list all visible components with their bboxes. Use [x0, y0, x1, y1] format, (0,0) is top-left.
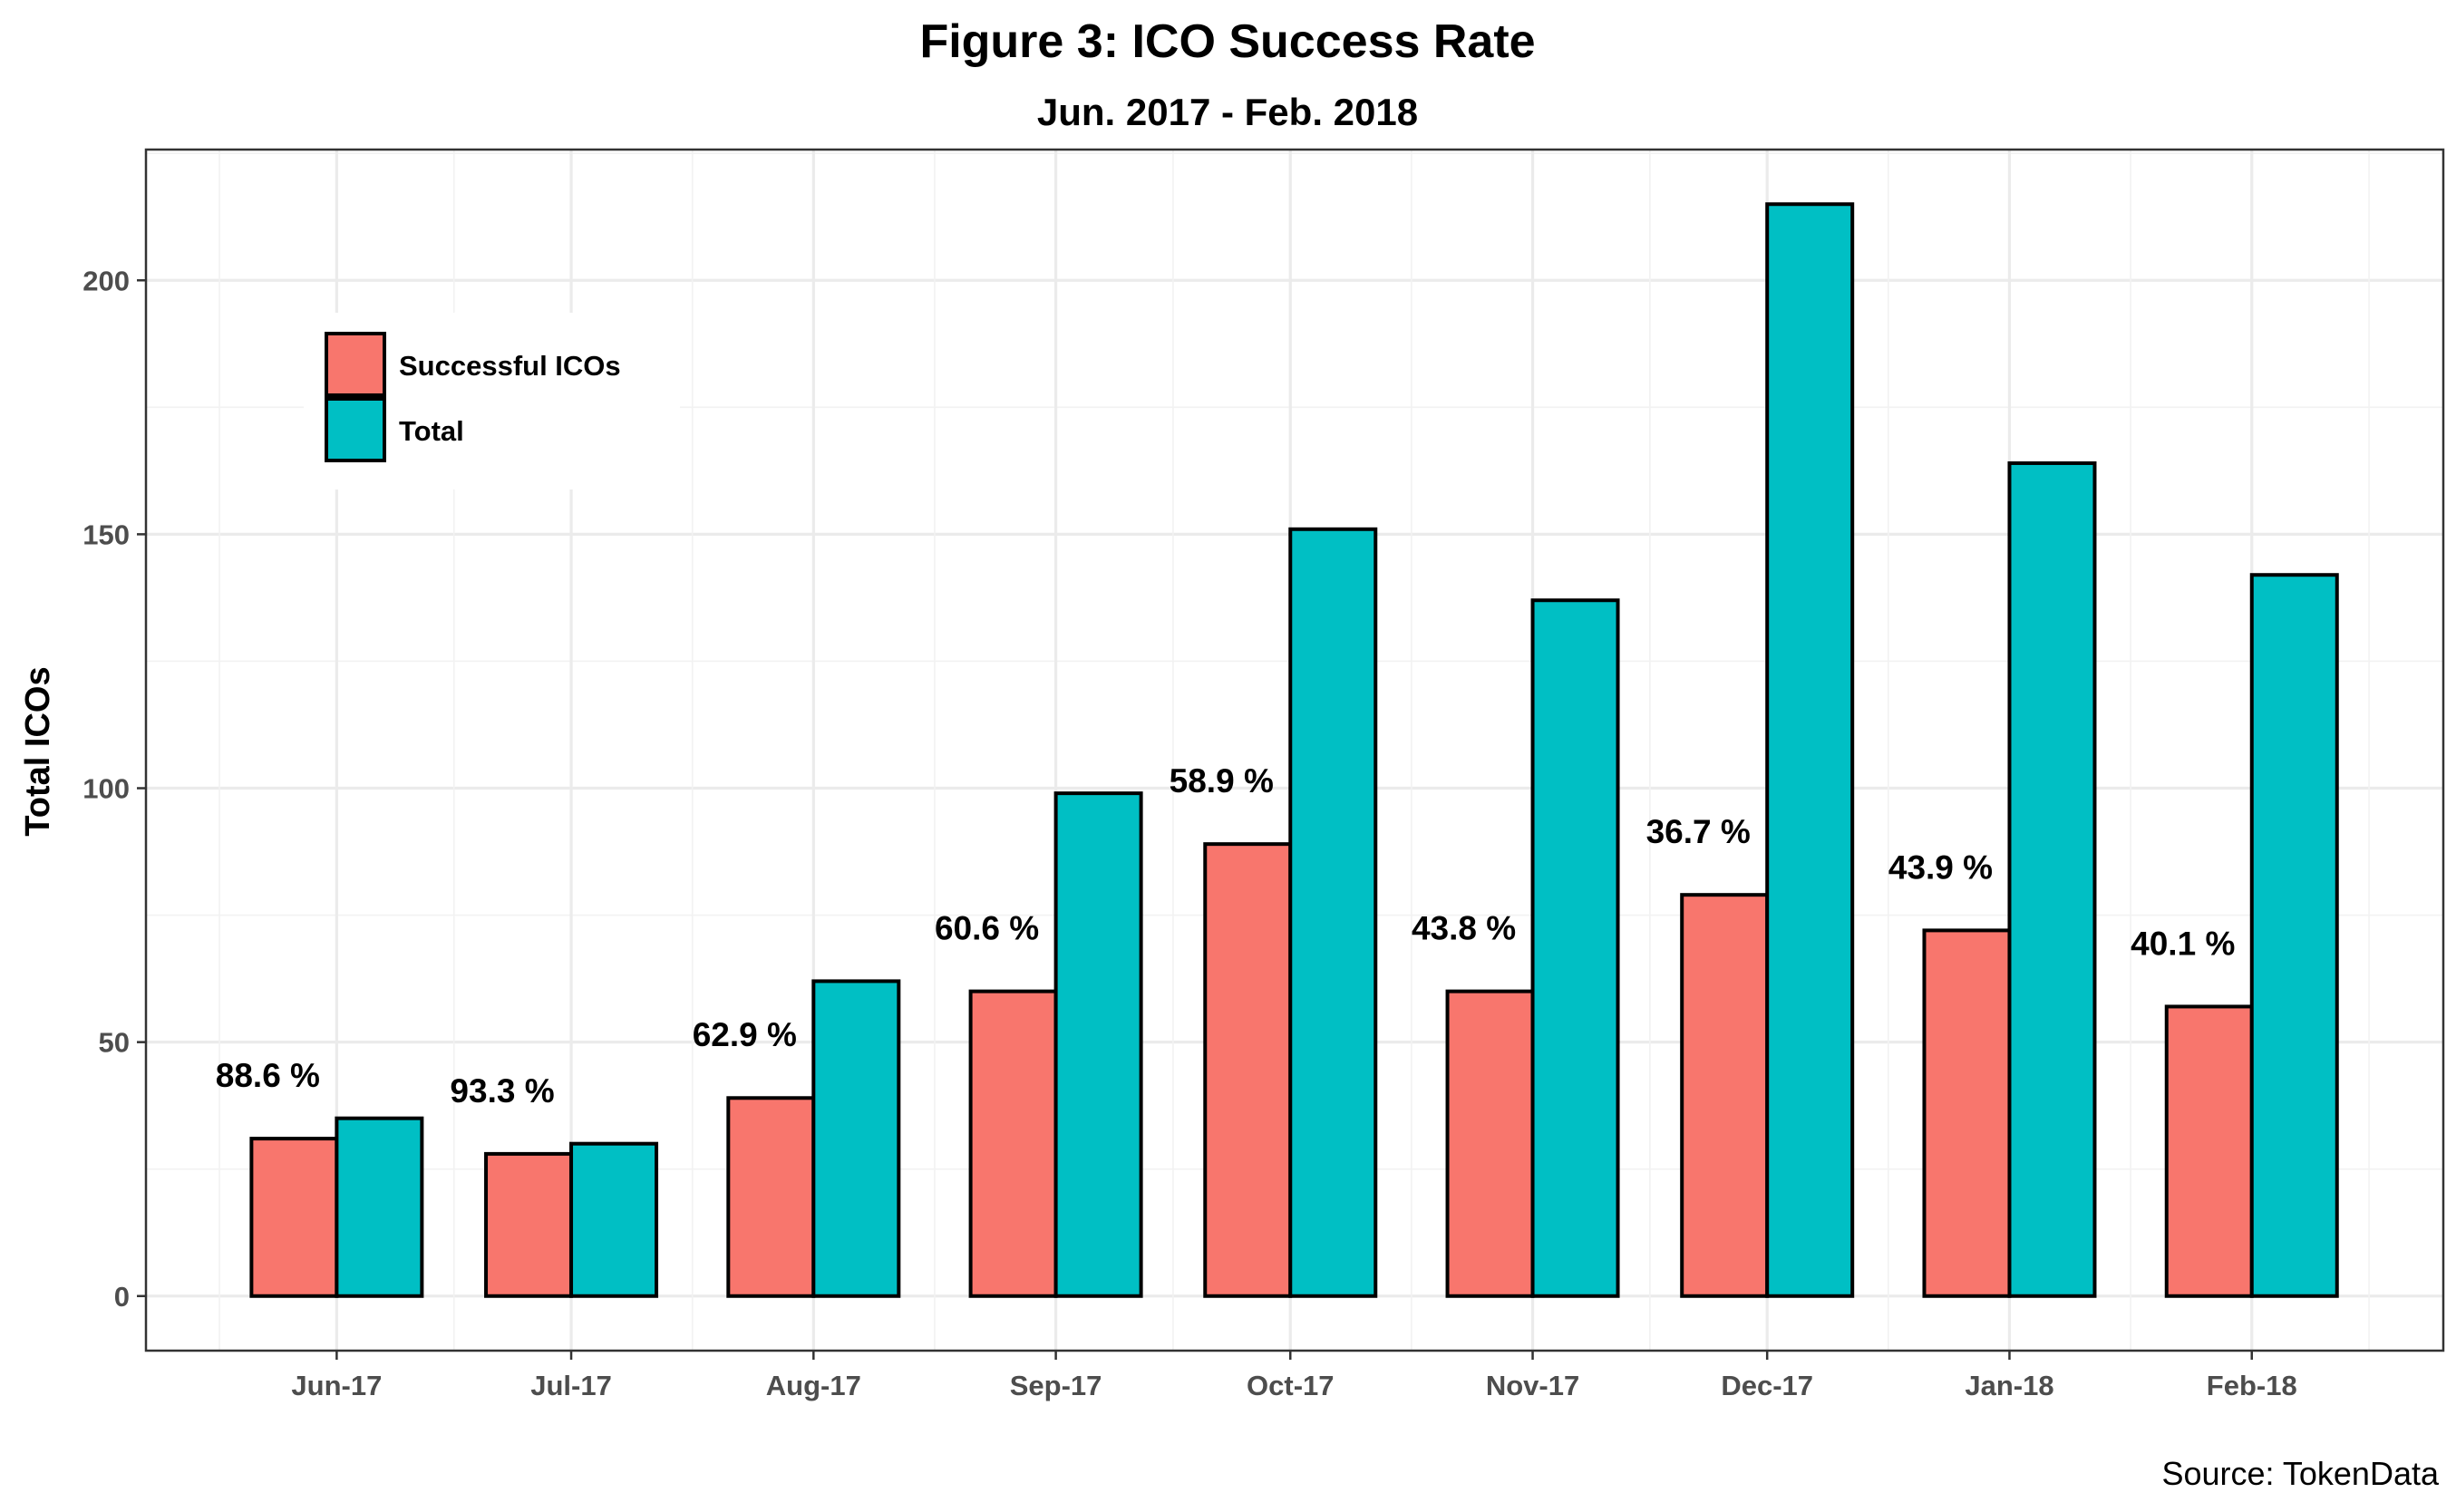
- data-label-success-rate: 60.6 %: [935, 910, 1039, 947]
- bar-successful-icos: [1203, 842, 1293, 1298]
- y-tick-label: 50: [99, 1027, 130, 1059]
- bar-total: [2007, 460, 2097, 1298]
- x-tick-label: Sep-17: [1010, 1370, 1102, 1401]
- bar-total: [1530, 598, 1620, 1298]
- bar-total: [335, 1116, 424, 1298]
- bar-successful-icos: [1680, 893, 1770, 1298]
- plot-panel-border: [144, 148, 2445, 1352]
- source-caption: Source: TokenData: [2161, 1455, 2440, 1492]
- x-tick-label: Oct-17: [1247, 1370, 1334, 1401]
- y-axis-title: Total ICOs: [19, 666, 57, 836]
- bar-successful-icos: [1445, 989, 1535, 1298]
- bar-successful-icos: [484, 1151, 574, 1298]
- y-tick-label: 0: [114, 1281, 130, 1313]
- data-label-success-rate: 93.3 %: [450, 1072, 554, 1110]
- bar-successful-icos: [1922, 928, 2012, 1298]
- legend-label-total: Total: [399, 415, 464, 447]
- bar-successful-icos: [2164, 1004, 2254, 1298]
- x-tick-label: Jun-17: [291, 1370, 382, 1401]
- data-label-success-rate: 36.7 %: [1646, 813, 1751, 850]
- data-label-success-rate: 62.9 %: [693, 1016, 797, 1053]
- x-tick-label: Jan-18: [1965, 1370, 2053, 1401]
- data-label-success-rate: 43.9 %: [1888, 848, 1993, 886]
- data-label-success-rate: 88.6 %: [216, 1057, 320, 1094]
- data-labels: 88.6 % 93.3 % 62.9 % 60.6 % 58.9 % 43.8 % 36.7…: [216, 762, 2236, 1110]
- legend-key-successful: [325, 332, 386, 397]
- bar-successful-icos: [249, 1137, 339, 1298]
- bars: [249, 202, 2339, 1298]
- x-tick-label: Jul-17: [530, 1370, 612, 1401]
- bar-total: [1765, 202, 1855, 1298]
- x-tick-label: Nov-17: [1486, 1370, 1579, 1401]
- bar-total: [2249, 573, 2339, 1298]
- data-label-success-rate: 40.1 %: [2131, 925, 2235, 962]
- y-tick-label: 200: [83, 265, 130, 296]
- legend: Successful ICOs Total: [304, 313, 680, 489]
- x-axis: Jun-17 Jul-17 Aug-17 Sep-17 Oct-17 Nov-17 Dec-…: [291, 1351, 2297, 1401]
- bar-total: [569, 1141, 659, 1298]
- y-tick-label: 150: [83, 519, 130, 550]
- bar-successful-icos: [968, 989, 1058, 1298]
- chart-subtitle: Jun. 2017 - Feb. 2018: [1037, 91, 1418, 133]
- bar-total: [1053, 791, 1143, 1298]
- x-tick-label: Aug-17: [766, 1370, 861, 1401]
- legend-label-successful: Successful ICOs: [399, 350, 621, 382]
- bar-total: [1288, 527, 1378, 1298]
- legend-key-total: [325, 397, 386, 462]
- chart-title: Figure 3: ICO Success Rate: [919, 15, 1535, 68]
- y-axis: 0 50 100 150 200: [83, 265, 146, 1313]
- data-label-success-rate: 43.8 %: [1412, 910, 1516, 947]
- bar-total: [811, 979, 901, 1298]
- y-tick-label: 100: [83, 773, 130, 805]
- bar-successful-icos: [726, 1096, 816, 1298]
- x-tick-label: Feb-18: [2207, 1370, 2297, 1401]
- x-tick-label: Dec-17: [1721, 1370, 1813, 1401]
- data-label-success-rate: 58.9 %: [1170, 762, 1274, 800]
